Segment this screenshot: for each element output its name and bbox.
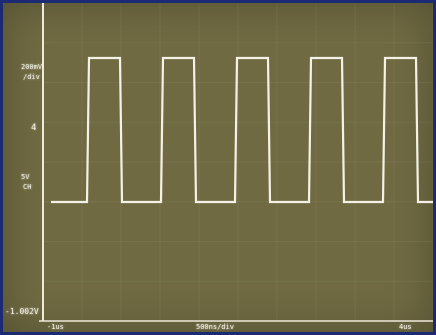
- time-scale-readout: 500ns/div: [196, 323, 234, 331]
- oscilloscope-screen: 200mV /div 4 5V CH -1.002V -1us 500ns/di…: [3, 3, 433, 332]
- square-wave-trace: [51, 56, 433, 204]
- graticule: [43, 3, 433, 321]
- trigger-marker: 4: [31, 123, 37, 133]
- coupling-readout: 5V: [21, 173, 30, 181]
- left-time-readout: -1us: [47, 323, 64, 331]
- waveform-display: [39, 3, 433, 322]
- offset-readout: -1.002V: [5, 307, 39, 316]
- scale-readout: 200mV: [21, 63, 43, 71]
- channel-readout: CH: [23, 183, 32, 191]
- right-time-readout: 4us: [399, 323, 412, 331]
- per-div-readout: /div: [23, 73, 40, 81]
